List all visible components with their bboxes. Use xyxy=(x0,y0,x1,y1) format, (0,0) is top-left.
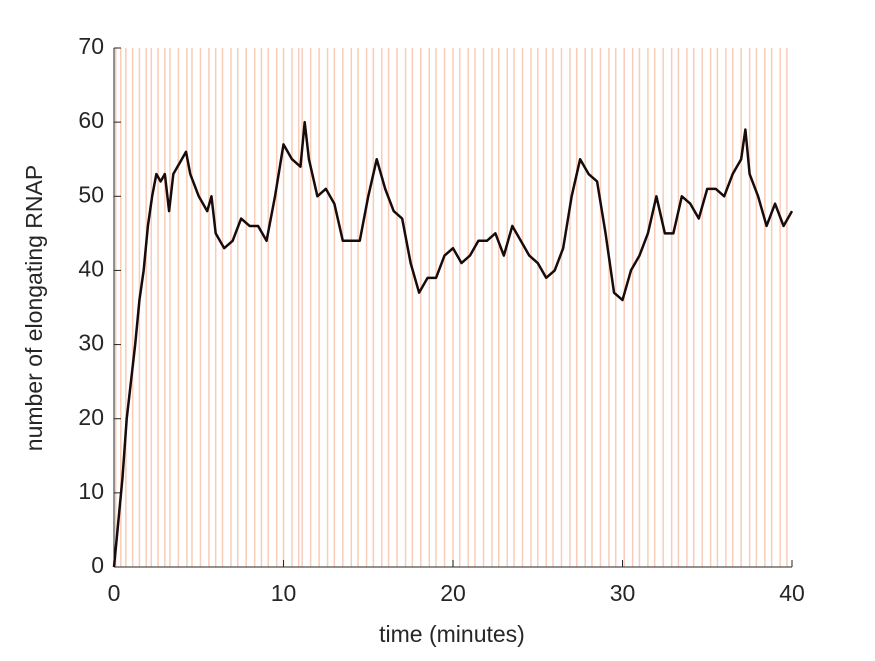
x-tick-label: 0 xyxy=(108,580,121,606)
y-tick-label: 10 xyxy=(78,478,104,504)
x-tick-label: 30 xyxy=(610,580,636,606)
x-tick-label: 40 xyxy=(779,580,805,606)
x-axis-label: time (minutes) xyxy=(379,621,525,647)
data-line xyxy=(112,120,794,568)
y-tick-label: 50 xyxy=(78,181,104,207)
x-tick-label: 10 xyxy=(271,580,297,606)
y-tick-label: 70 xyxy=(78,33,104,59)
x-tick-label: 20 xyxy=(440,580,466,606)
y-tick-label: 20 xyxy=(78,404,104,430)
y-tick-label: 40 xyxy=(78,256,104,282)
y-tick-label: 30 xyxy=(78,330,104,356)
y-tick-label: 0 xyxy=(91,552,104,578)
y-tick-label: 60 xyxy=(78,107,104,133)
y-axis-label: number of elongating RNAP xyxy=(21,165,47,451)
